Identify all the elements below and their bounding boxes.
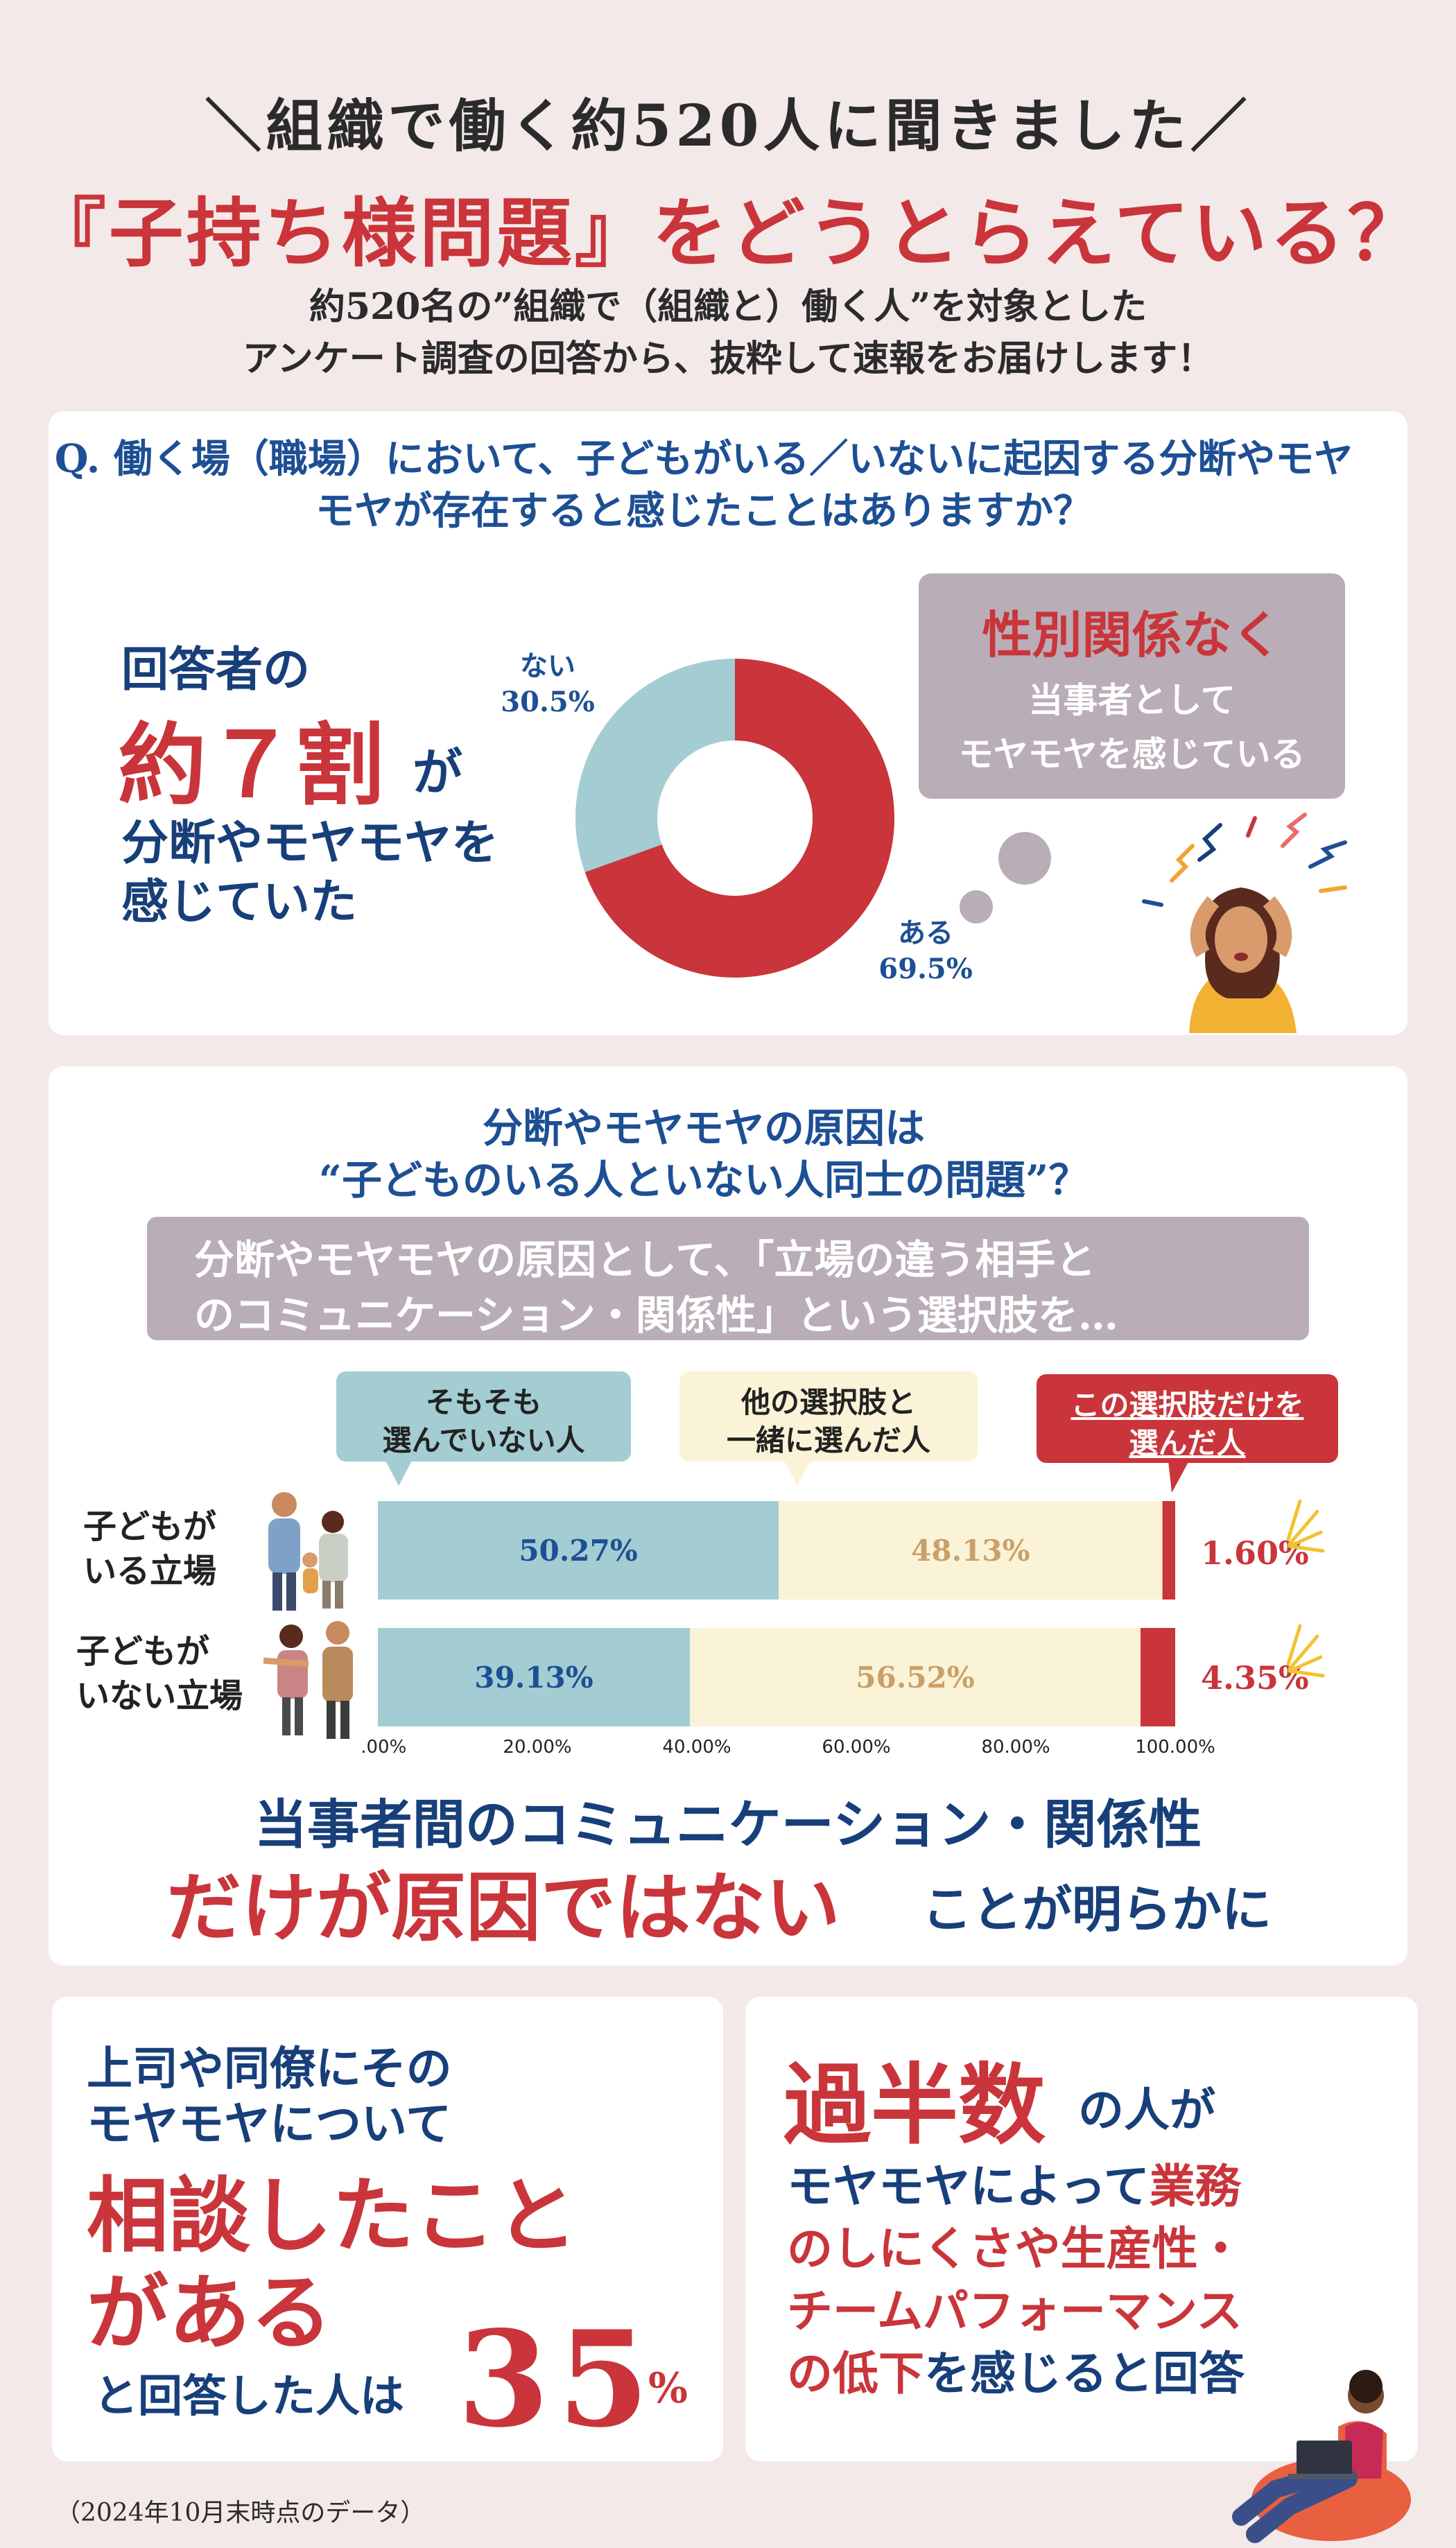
bar-segment-row1-series1 — [378, 1501, 779, 1600]
lead-line-3: 分断やモヤモヤを — [121, 815, 499, 871]
majority-line1-b: 業務 — [1149, 2159, 1241, 2213]
laptop-person-illustration — [1232, 2370, 1411, 2543]
row-label-without-children: 子どもが いない立場 — [76, 1632, 243, 1715]
question-banner-line1: 分断やモヤモヤの原因として、「立場の違う相手と — [194, 1236, 1096, 1283]
x-tick-label: 0.00% — [361, 1737, 406, 1758]
x-tick-label: 80.00% — [981, 1737, 1050, 1758]
donut-label-aru-value: 69.5% — [878, 953, 973, 985]
bar-label-row2-series1: 39.13% — [474, 1661, 593, 1695]
majority-suffix: の人が — [1078, 2083, 1215, 2137]
consult-highlight-1: 相談したこと — [87, 2167, 578, 2264]
bar-segment-row2-series2 — [689, 1628, 1141, 1726]
page-title: 『子持ち様問題』をどうとらえている？ — [31, 190, 1425, 277]
bubble-line-1: 当事者として — [1028, 679, 1236, 720]
bar-label-row1-series1: 50.27% — [519, 1534, 637, 1568]
stacked-bar-chart: 50.27% 48.13% 39.13% 56.52% 0.00% 20.00% 40.00… — [361, 1501, 1215, 1758]
section2-heading-line1: 分断やモヤモヤの原因は — [482, 1104, 925, 1152]
consult-line1: 上司や同僚にその — [87, 2041, 452, 2095]
header-subtitle-line1: 約520名の”組織で（組織と）働く人”を対象とした — [309, 286, 1147, 328]
legend-callout-selected-with-others: 他の選択肢と 一緒に選んだ人 — [679, 1371, 978, 1462]
lead-line-4: 感じていた — [121, 874, 358, 930]
section2-heading-line2: “子どものいる人といない人同士の問題”？ — [318, 1156, 1089, 1204]
x-tick-label: 100.00% — [1135, 1737, 1215, 1758]
majority-highlight: 過半数 — [783, 2054, 1046, 2156]
majority-line4-b: を感じると回答 — [924, 2346, 1245, 2400]
x-tick-label: 60.00% — [822, 1737, 890, 1758]
thought-bubble — [919, 573, 1345, 799]
callout-pointer-3 — [1168, 1461, 1189, 1493]
bar-label-row2-series2: 56.52% — [856, 1661, 974, 1695]
donut-label-nai: ない 30.5% — [485, 648, 610, 720]
donut-label-nai-name: ない — [520, 650, 575, 682]
donut-slice-nai — [575, 659, 735, 872]
donut-label-aru: ある 69.5% — [856, 915, 995, 987]
majority-line4: の低下を感じると回答 — [787, 2337, 1245, 2403]
lead-particle: が — [413, 743, 463, 801]
legend-callout-selected-with-others-text: 他の選択肢と 一緒に選んだ人 — [726, 1385, 930, 1457]
consult-highlight-2: がある — [87, 2264, 333, 2361]
question-banner — [147, 1217, 1309, 1340]
couple-illustration — [263, 1621, 353, 1739]
callout-pointer-2 — [783, 1459, 811, 1486]
legend-callout-selected-only: この選択肢だけを 選んだ人 — [1037, 1374, 1338, 1463]
consult-line5: と回答した人は — [94, 2371, 404, 2423]
bar-segment-row2-series3 — [1140, 1628, 1175, 1726]
question-text: Q. 働く場（職場）において、子どもがいる／いないに起因する分断やモヤモヤが存在… — [54, 436, 1353, 534]
bar-segment-row2-series1 — [378, 1628, 690, 1726]
bar-label-row1-series2: 48.13% — [911, 1534, 1030, 1568]
conclusion-line3: ことが明らかに — [922, 1880, 1272, 1939]
header-tagline: ＼組織で働く約520人に聞きました／ — [205, 93, 1251, 159]
majority-line1-a: モヤモヤによって — [787, 2159, 1150, 2213]
lead-line-1: 回答者の — [121, 642, 311, 697]
bubble-tail-dots — [960, 832, 1051, 924]
header-subtitle-line2: アンケート調査の回答から、抜粋して速報をお届けします！ — [242, 338, 1214, 380]
majority-card — [745, 1997, 1418, 2461]
question-banner-line2: のコミュニケーション・関係性」という選択肢を… — [194, 1292, 1118, 1339]
consult-percent-unit: % — [648, 2364, 688, 2413]
bar-segment-row1-series2 — [779, 1501, 1163, 1600]
lead-highlight: 約７割 — [118, 713, 385, 817]
donut-label-aru-name: ある — [898, 917, 953, 949]
legend-callout-not-selected: そもそも 選んでいない人 — [336, 1371, 631, 1462]
majority-line3: チームパフォーマンス — [787, 2284, 1242, 2338]
stressed-woman-illustration — [1142, 813, 1347, 1033]
majority-line2: のしにくさや生産性・ — [787, 2221, 1244, 2276]
bar-segment-row1-series3 — [1162, 1501, 1175, 1600]
sparkle-icon — [1286, 1624, 1325, 1678]
bubble-title: 性別関係なく — [982, 605, 1282, 664]
consult-percentage: 35 — [458, 2302, 658, 2456]
callout-pointer-1 — [385, 1459, 413, 1486]
conclusion-highlight: だけが原因ではない — [166, 1864, 841, 1952]
legend-callout-not-selected-text: そもそも 選んでいない人 — [382, 1385, 585, 1457]
conclusion-line1: 当事者間のコミュニケーション・関係性 — [254, 1794, 1202, 1855]
donut-label-nai-value: 30.5% — [501, 686, 595, 718]
consult-line2: モヤモヤについて — [87, 2097, 452, 2151]
row-label-with-children: 子どもが いる立場 — [83, 1507, 217, 1591]
majority-line4-a: の低下 — [787, 2346, 924, 2400]
majority-line1: モヤモヤによって業務 — [787, 2149, 1241, 2216]
x-tick-label: 40.00% — [662, 1737, 731, 1758]
footnote: （2024年10月末時点のデータ） — [55, 2499, 426, 2527]
legend-callout-selected-only-text: この選択肢だけを 選んだ人 — [1071, 1388, 1304, 1460]
consultation-card — [52, 1997, 723, 2461]
bubble-line-2: モヤモヤを感じている — [958, 734, 1306, 774]
donut-chart — [575, 659, 894, 978]
donut-slice-aru — [584, 659, 894, 978]
family-illustration — [268, 1492, 348, 1611]
x-tick-label: 20.00% — [503, 1737, 571, 1758]
sparkle-icon — [1286, 1499, 1325, 1553]
